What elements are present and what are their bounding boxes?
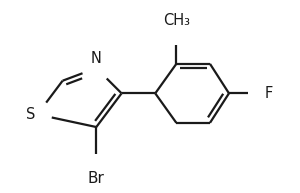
Text: S: S bbox=[26, 107, 35, 122]
Text: Br: Br bbox=[88, 171, 105, 186]
Text: N: N bbox=[91, 51, 102, 66]
Text: F: F bbox=[265, 86, 273, 101]
Text: CH₃: CH₃ bbox=[163, 13, 190, 28]
